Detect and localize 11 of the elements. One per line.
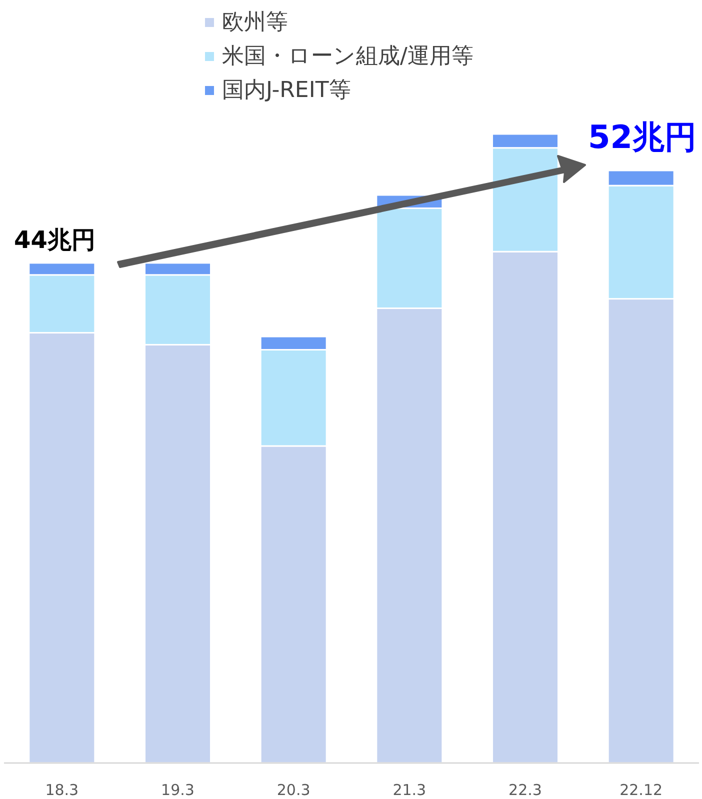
legend-label: 欧州等 [222,10,288,35]
x-tick-label: 22.3 [508,781,542,799]
legend-label: 国内J-REIT等 [222,78,351,103]
x-tick-label: 19.3 [161,781,194,799]
legend-label: 米国・ローン組成/運用等 [222,44,474,69]
annotation: 44兆円 [14,226,96,254]
x-tick-label: 21.3 [392,781,426,799]
x-tick-label: 18.3 [45,781,79,799]
x-tick-label: 22.12 [620,781,663,799]
annotation: 52兆円 [588,118,697,156]
x-tick-label: 20.3 [276,781,310,799]
